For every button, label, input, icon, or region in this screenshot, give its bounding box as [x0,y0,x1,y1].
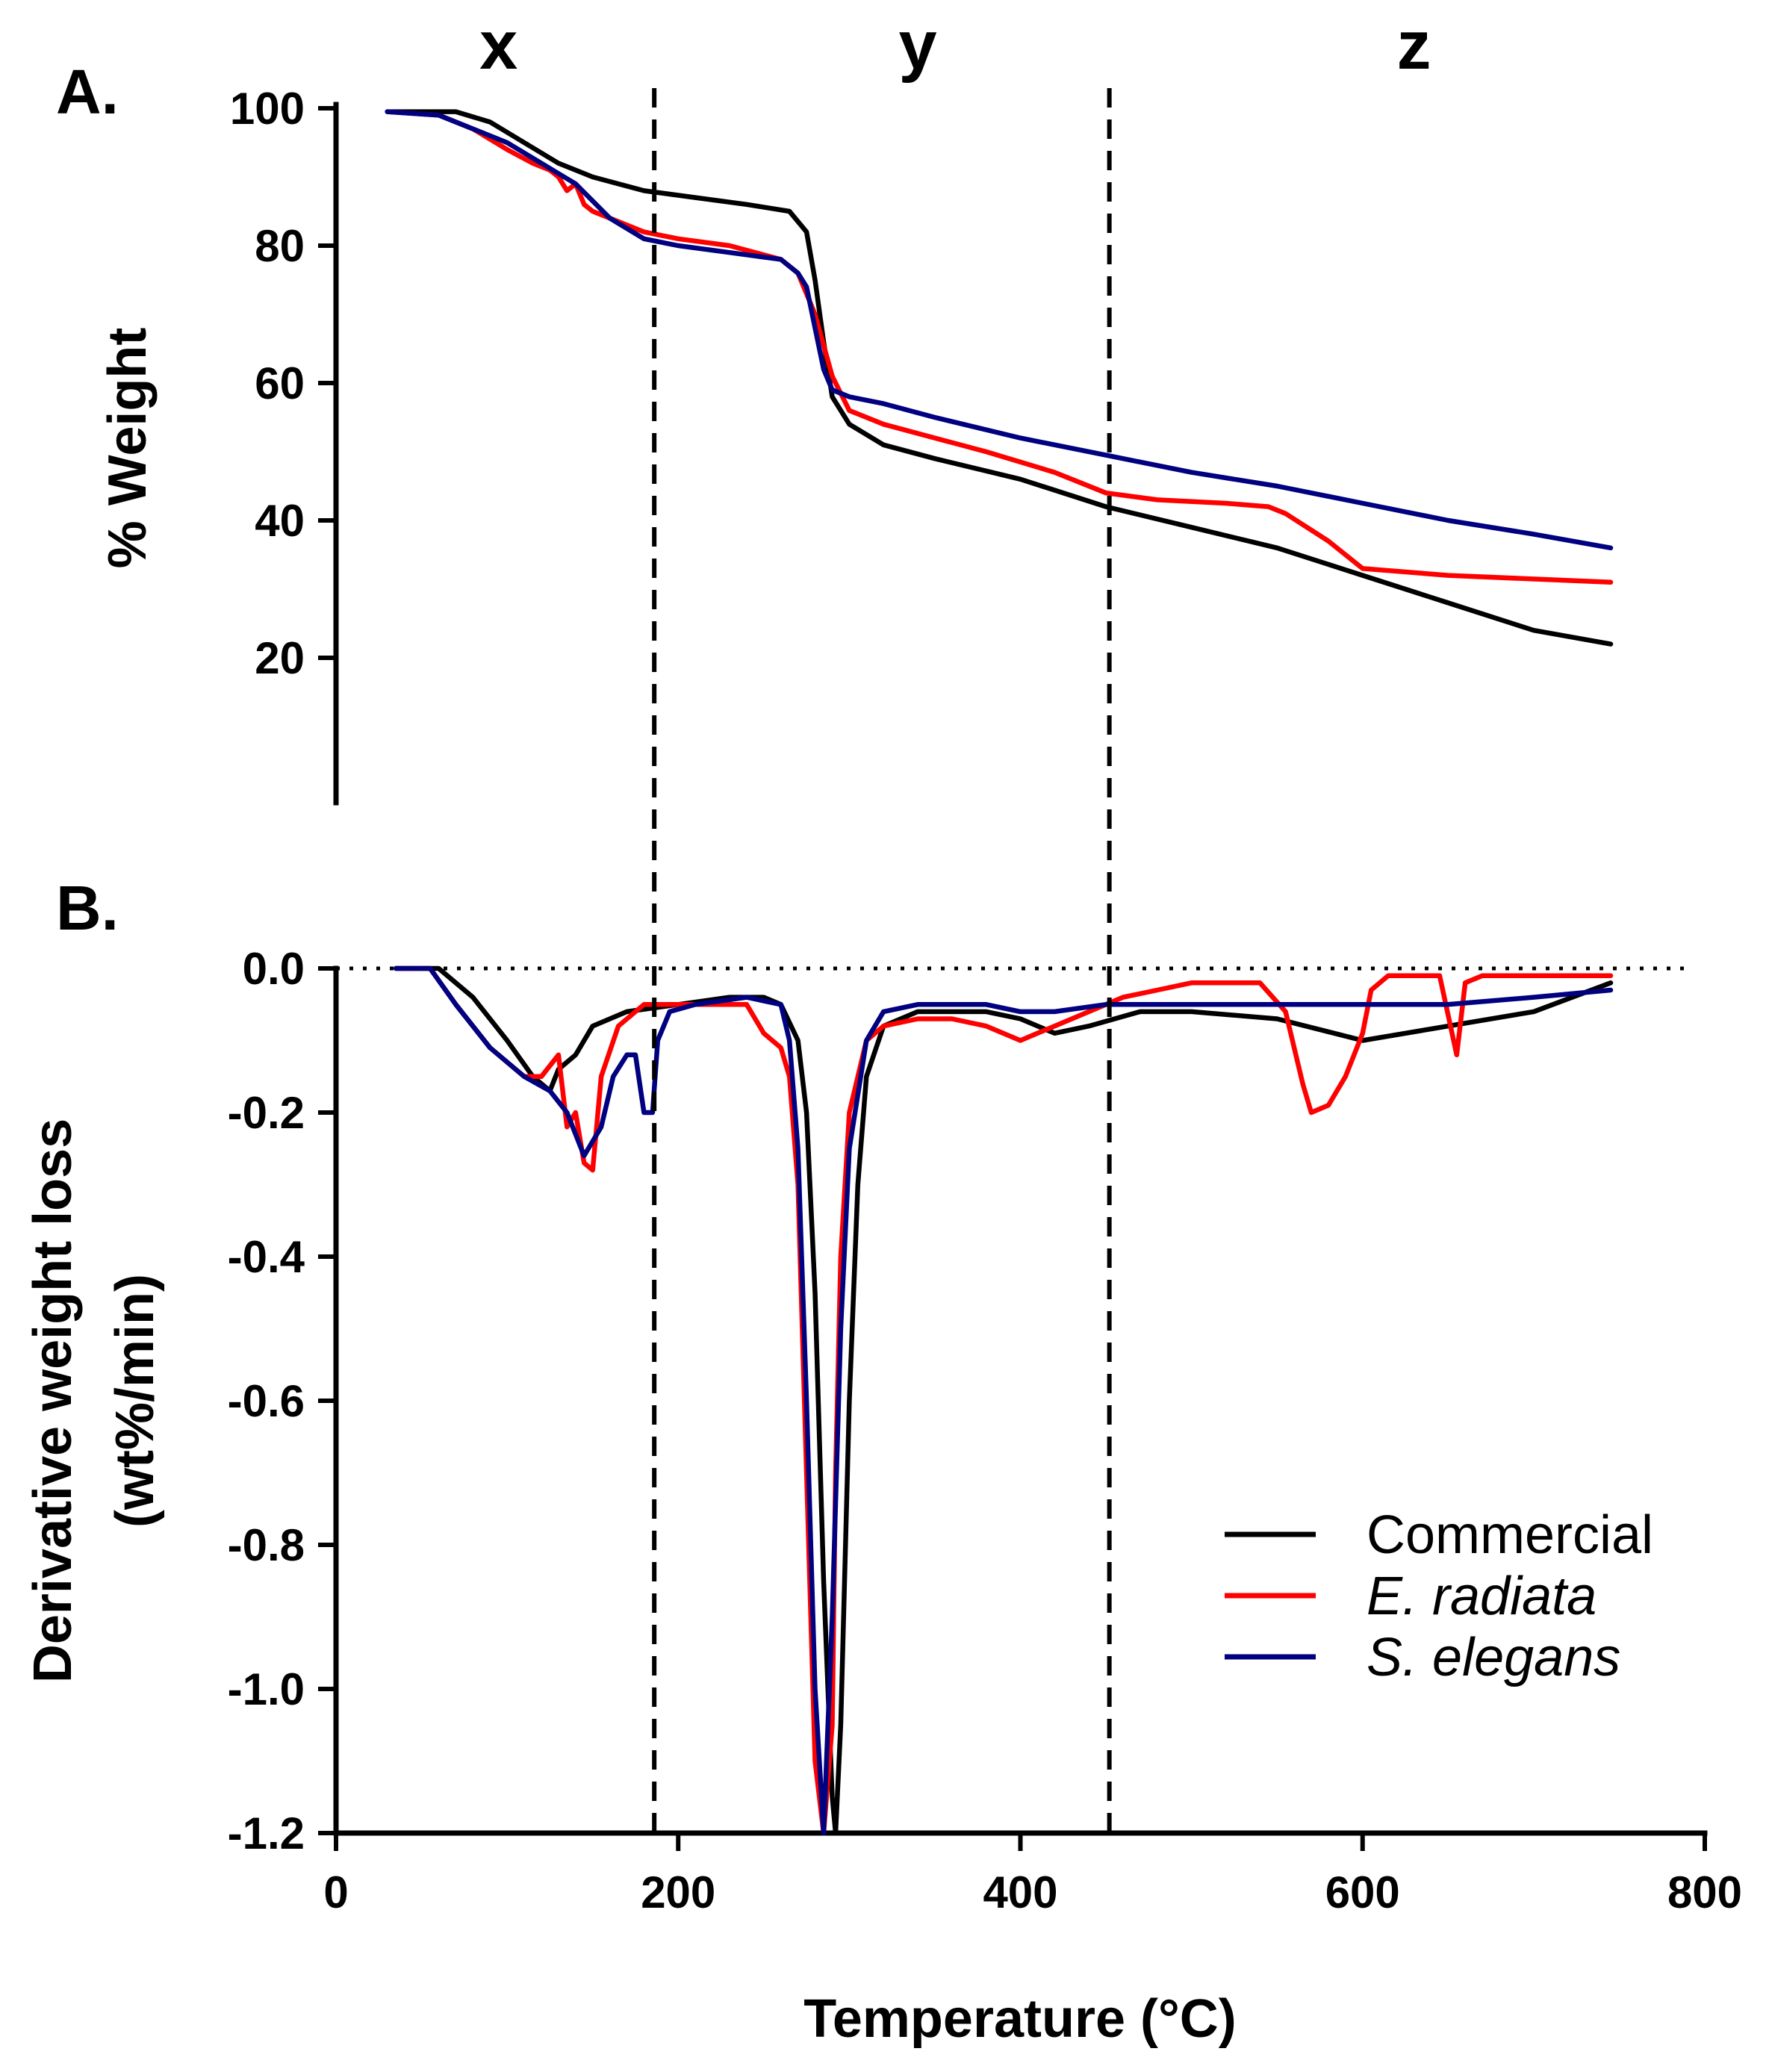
panel-a-y-tick-label: 100 [230,84,305,134]
x-tick-label: 0 [323,1867,348,1917]
region-label-y: y [898,7,936,84]
x-axis-title: Temperature (°C) [803,1989,1237,2049]
region-labels: x y z [479,7,1431,84]
panel-b-y-axis-title-line2: (wt%/min) [105,1274,165,1528]
panel-a-series-s-elegans [385,109,1614,551]
panel-b-y-tick-label: -0.8 [228,1520,305,1570]
panel-a-y-tick-label: 80 [255,221,305,271]
panel-a-y-axis-title: % Weight [98,328,158,569]
panel-a-y-tick-label: 40 [255,496,305,546]
panel-b-y-tick-label: -0.4 [228,1232,305,1282]
x-tick-label: 800 [1667,1867,1742,1917]
panel-b-series [393,965,1614,1836]
x-tick-label: 200 [641,1867,715,1917]
x-tick-label: 600 [1325,1867,1400,1917]
x-ticks: 0 200 400 600 800 [323,1833,1742,1917]
panel-a-label: A. [56,57,119,127]
panel-b-y-tick-label: -0.2 [228,1088,305,1138]
panel-a-y-tick-label: 20 [255,633,305,683]
legend-label: S. elegans [1367,1628,1620,1687]
region-label-x: x [479,7,517,84]
panel-b-y-tick-label: -1.2 [228,1808,305,1858]
panel-b-y-ticks: 0.0 -0.2 -0.4 -0.6 -0.8 -1.0 -1.2 [228,944,336,1858]
legend-label: E. radiata [1367,1567,1597,1626]
panel-a-series [385,109,1614,647]
panel-b-y-tick-label: -0.6 [228,1376,305,1426]
x-tick-label: 400 [983,1867,1057,1917]
panel-a-y-tick-label: 60 [255,358,305,408]
panel-b-y-tick-label: -1.0 [228,1664,305,1714]
panel-b-label: B. [56,873,119,943]
panel-b-y-tick-label: 0.0 [243,944,305,994]
panel-a-y-ticks: 20 40 60 80 100 [230,84,336,683]
panel-b-series-s-elegans [393,965,1614,1836]
region-dividers [652,88,1112,1833]
legend-label: Commercial [1367,1505,1653,1565]
region-label-z: z [1396,7,1431,84]
panel-b-y-axis-title-line1: Derivative weight loss [23,1119,83,1683]
